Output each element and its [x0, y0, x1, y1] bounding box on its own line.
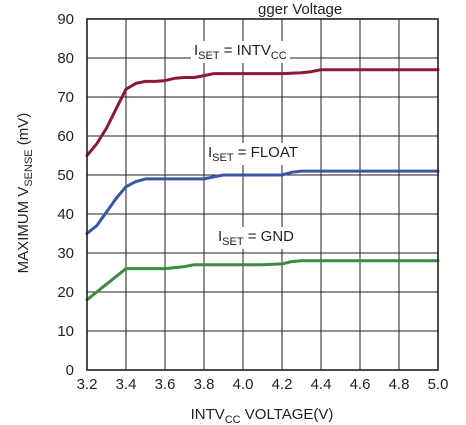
x-tick-label-6: 4.4 — [311, 376, 332, 393]
series-label-bg-2 — [215, 227, 298, 249]
y-tick-label-5: 50 — [57, 167, 74, 184]
x-tick-label-3: 3.8 — [194, 376, 215, 393]
plot-frame — [86, 18, 439, 371]
x-tick-label-5: 4.2 — [272, 376, 293, 393]
series-label-1-sub1: SET — [212, 152, 234, 164]
x-tick-label-1: 3.4 — [116, 376, 137, 393]
y-tick-label-6: 60 — [57, 128, 74, 145]
y-tick-labels: 0 10 20 30 40 50 60 70 80 90 — [57, 11, 74, 379]
x-tick-label-9: 5.0 — [428, 376, 449, 393]
series-label-0-pre: I — [194, 42, 198, 59]
y-tick-label-1: 10 — [57, 323, 74, 340]
y-tick-label-3: 30 — [57, 245, 74, 262]
series-label-1: ISET = FLOAT — [208, 144, 298, 164]
series-line-2 — [85, 259, 440, 302]
x-tick-label-2: 3.6 — [155, 376, 176, 393]
y-axis-title-sub: SENSE — [23, 149, 35, 186]
x-tick-label-7: 4.6 — [350, 376, 371, 393]
y-tick-label-4: 40 — [57, 206, 74, 223]
x-axis-title: INTVCC VOLTAGE(V) — [191, 406, 334, 425]
x-tick-label-0: 3.2 — [77, 376, 98, 393]
series-label-2-sub1: SET — [222, 236, 244, 248]
series-label-1-mid: = FLOAT — [234, 144, 298, 161]
y-axis-title: MAXIMUM VSENSE (mV) — [15, 113, 35, 274]
x-axis-title-main: INTV — [191, 406, 225, 423]
series-line-1 — [85, 169, 440, 235]
x-tick-label-4: 4.0 — [233, 376, 254, 393]
series-label-2-pre: I — [218, 228, 222, 245]
series-lines — [85, 68, 440, 302]
chart-title-fragment: gger Voltage — [258, 1, 342, 18]
y-axis-title-main: MAXIMUM V — [15, 187, 32, 274]
x-axis-title-rest: VOLTAGE(V) — [241, 406, 334, 423]
y-tick-label-9: 90 — [57, 11, 74, 28]
y-tick-label-2: 20 — [57, 284, 74, 301]
series-label-0-sub2: CC — [271, 50, 287, 62]
series-label-0-sub1: SET — [198, 50, 220, 62]
series-label-0: ISET = INTVCC — [194, 42, 287, 62]
x-tick-label-8: 4.8 — [389, 376, 410, 393]
series-label-1-pre: I — [208, 144, 212, 161]
x-tick-labels: 3.2 3.4 3.6 3.8 4.0 4.2 4.4 4.6 4.8 5.0 — [77, 376, 449, 393]
x-axis-title-sub: CC — [225, 414, 241, 425]
grid — [86, 18, 439, 371]
y-tick-label-8: 80 — [57, 50, 74, 67]
series-label-2-mid: = GND — [244, 228, 295, 245]
series-label-2: ISET = GND — [218, 228, 294, 248]
y-axis-title-rest: (mV) — [15, 113, 32, 150]
series-label-bg-1 — [205, 143, 301, 165]
series-line-0 — [85, 68, 440, 157]
series-label-0-mid: = INTV — [220, 42, 271, 59]
series-label-bg-0 — [191, 41, 290, 63]
y-tick-label-0: 0 — [66, 362, 74, 379]
y-tick-label-7: 70 — [57, 89, 74, 106]
